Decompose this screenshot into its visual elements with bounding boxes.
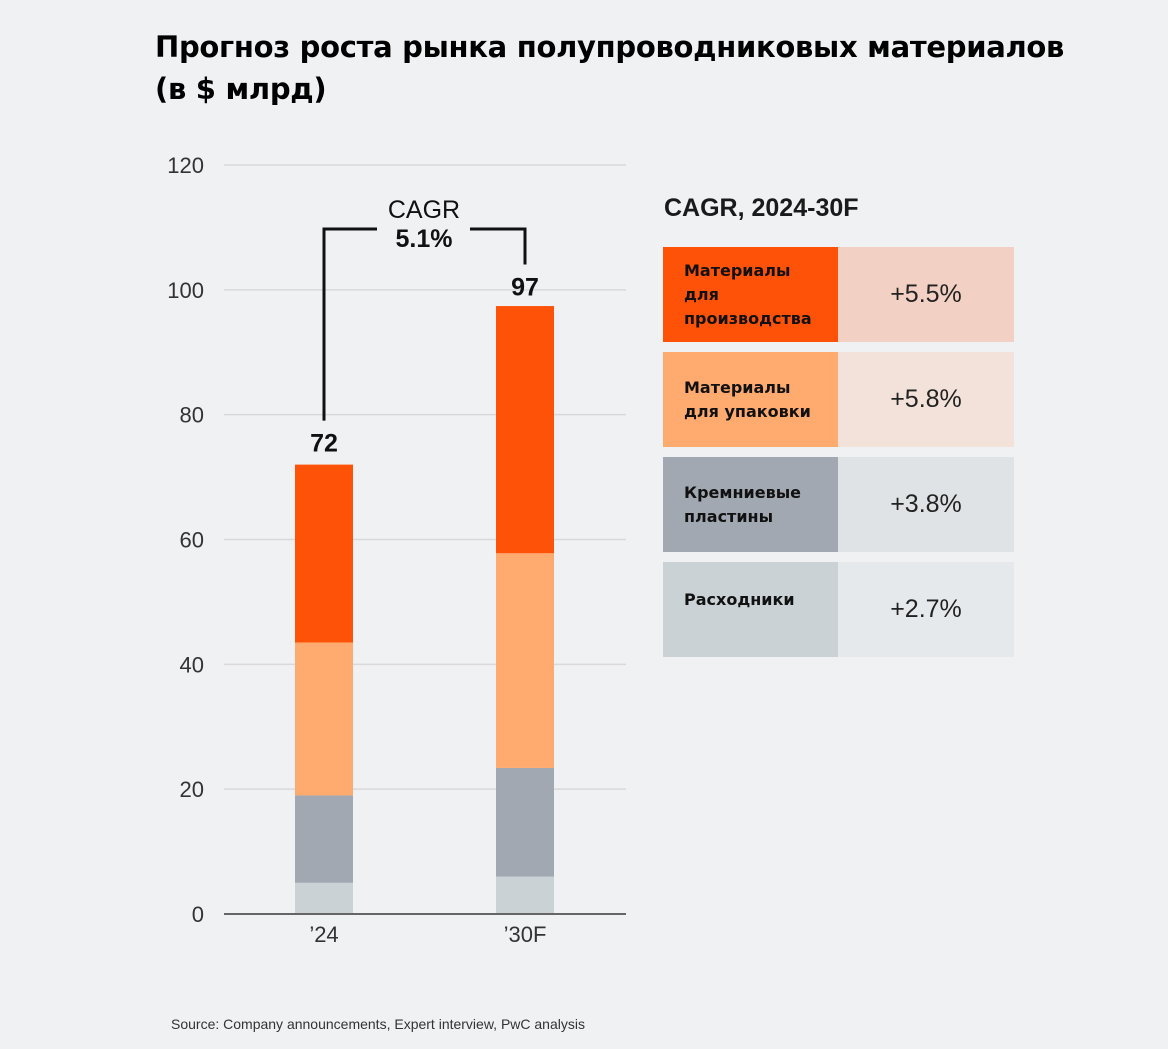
cagr-row-value: +3.8%	[838, 457, 1014, 552]
cagr-row-label-line: Материалы	[684, 260, 791, 280]
bar-total-label: 72	[310, 430, 338, 458]
cagr-row-label-line: для	[684, 284, 719, 304]
bar-total-label: 97	[511, 274, 539, 302]
cagr-row-label-cell: Расходники	[663, 562, 838, 657]
cagr-row-label-cell: Кремниевые пластины	[663, 457, 838, 552]
bar-segment	[496, 553, 554, 768]
bar-segment	[295, 464, 353, 643]
chart-title-line-2: (в $ млрд)	[155, 72, 327, 106]
bar-segment	[496, 767, 554, 877]
x-tick-label: ’24	[309, 922, 338, 947]
cagr-row-label-cell: Материалы для производства	[663, 247, 838, 342]
cagr-row-packaging: Материалы для упаковки +5.8%	[663, 352, 1014, 447]
cagr-table: Материалы для производства +5.5% Материа…	[663, 247, 1014, 667]
cagr-annotation-value: 5.1%	[396, 225, 453, 253]
cagr-row-value: +5.8%	[838, 352, 1014, 447]
y-tick-label: 100	[167, 278, 204, 303]
bar-segment	[295, 642, 353, 796]
x-tick-label: ’30F	[504, 922, 547, 947]
y-tick-label: 40	[180, 652, 204, 677]
cagr-row-manufacturing: Материалы для производства +5.5%	[663, 247, 1014, 342]
chart-title: Прогноз роста рынка полупроводниковых ма…	[155, 26, 1135, 110]
bar-segment	[496, 306, 554, 554]
bar-segment	[295, 882, 353, 914]
cagr-row-label-line: для упаковки	[684, 401, 811, 421]
bar-segment	[496, 876, 554, 914]
y-tick-label: 120	[167, 153, 204, 178]
cagr-row-value: +5.5%	[838, 247, 1014, 342]
cagr-row-label-line: производства	[684, 308, 812, 328]
cagr-annotation-title: CAGR	[388, 196, 460, 224]
source-note: Source: Company announcements, Expert in…	[171, 1016, 585, 1032]
y-tick-label: 60	[180, 528, 204, 553]
cagr-row-wafers: Кремниевые пластины +3.8%	[663, 457, 1014, 552]
cagr-row-value: +2.7%	[838, 562, 1014, 657]
cagr-table-heading: CAGR, 2024-30F	[664, 194, 859, 222]
y-tick-label: 0	[192, 902, 204, 927]
cagr-bracket	[322, 227, 527, 421]
y-tick-label: 20	[180, 777, 204, 802]
cagr-row-label-line: пластины	[684, 506, 774, 526]
cagr-row-label-line: Кремниевые	[684, 482, 802, 502]
bar-segment	[295, 795, 353, 883]
y-tick-label: 80	[180, 403, 204, 428]
cagr-row-consumables: Расходники +2.7%	[663, 562, 1014, 657]
cagr-row-label-line: Расходники	[684, 590, 795, 609]
cagr-row-label-cell: Материалы для упаковки	[663, 352, 838, 447]
cagr-row-label-line: Материалы	[684, 377, 791, 397]
chart-title-line-1: Прогноз роста рынка полупроводниковых ма…	[155, 30, 1065, 64]
cagr-label-background	[377, 189, 470, 253]
